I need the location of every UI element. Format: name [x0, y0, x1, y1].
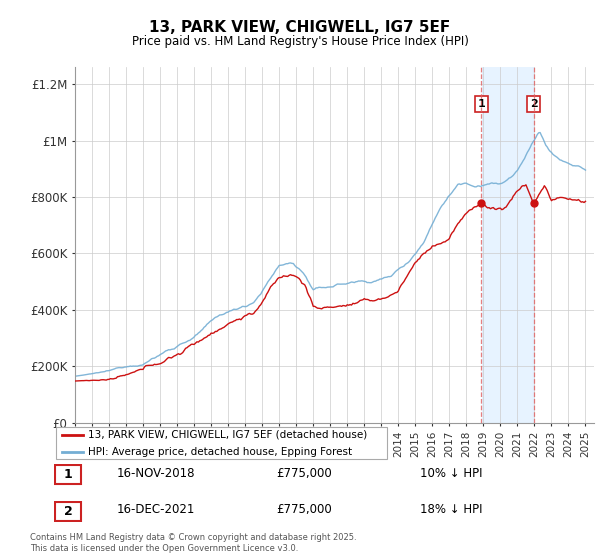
FancyBboxPatch shape — [55, 502, 82, 521]
Text: 1: 1 — [64, 468, 73, 482]
Text: 13, PARK VIEW, CHIGWELL, IG7 5EF (detached house): 13, PARK VIEW, CHIGWELL, IG7 5EF (detach… — [88, 430, 367, 440]
Text: 13, PARK VIEW, CHIGWELL, IG7 5EF: 13, PARK VIEW, CHIGWELL, IG7 5EF — [149, 20, 451, 35]
Text: 16-DEC-2021: 16-DEC-2021 — [117, 503, 196, 516]
Text: 2: 2 — [64, 505, 73, 518]
Text: 2: 2 — [530, 99, 538, 109]
FancyBboxPatch shape — [56, 427, 386, 459]
FancyBboxPatch shape — [55, 465, 82, 484]
Text: £775,000: £775,000 — [276, 466, 332, 480]
Text: Contains HM Land Registry data © Crown copyright and database right 2025.
This d: Contains HM Land Registry data © Crown c… — [30, 533, 356, 553]
Text: 10% ↓ HPI: 10% ↓ HPI — [420, 466, 482, 480]
Text: 18% ↓ HPI: 18% ↓ HPI — [420, 503, 482, 516]
Text: £775,000: £775,000 — [276, 503, 332, 516]
Text: 16-NOV-2018: 16-NOV-2018 — [117, 466, 196, 480]
Text: 1: 1 — [478, 99, 485, 109]
Text: Price paid vs. HM Land Registry's House Price Index (HPI): Price paid vs. HM Land Registry's House … — [131, 35, 469, 48]
Text: HPI: Average price, detached house, Epping Forest: HPI: Average price, detached house, Eppi… — [88, 447, 352, 456]
